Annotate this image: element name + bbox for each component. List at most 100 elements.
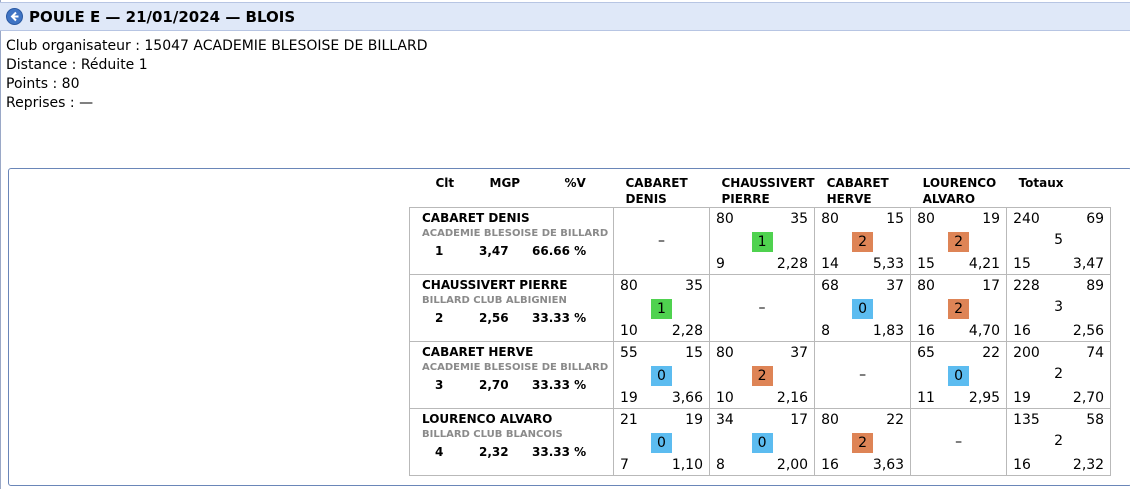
match-average: 5,33 [872,256,905,272]
match-high-run: 10 [620,323,638,339]
dash: – [758,300,766,316]
totals-cell: 135 58 2 16 2,32 [1006,408,1112,476]
match-points-badge: 2 [751,366,773,386]
match-points: 80 [917,211,935,227]
table-row: LOURENCO ALVARO BILLARD CLUB BLANCOIS 4 … [409,408,1112,476]
match-high-run: 16 [821,457,839,473]
match-cell: 68 37 0 8 1,83 [814,274,912,342]
match-high-run: 16 [917,323,935,339]
player-win-pct: 33.33 % [532,378,587,392]
dash: – [859,367,867,383]
match-high-run: 14 [821,256,839,272]
match-innings: 17 [790,412,809,428]
page-title: POULE E — 21/01/2024 — BLOIS [29,7,296,26]
total-points: 135 [1013,412,1040,428]
match-innings: 35 [685,278,703,294]
header-totals: Totaux [1018,176,1064,190]
player-cell: CABARET HERVE ACADEMIE BLESOISE DE BILLA… [409,341,614,409]
match-cell: 80 37 2 10 2,16 [708,341,816,409]
total-average: 2,32 [1072,457,1105,473]
player-mgp: 2,56 [479,311,509,325]
total-points: 240 [1013,211,1040,227]
totals-cell: 240 69 5 15 3,47 [1006,207,1112,275]
match-points: 80 [821,211,839,227]
match-points-badge: 1 [751,232,773,252]
organizer-text: Club organisateur : 15047 ACADEMIE BLESO… [6,38,428,54]
match-innings: 17 [982,278,1001,294]
match-innings: 15 [685,345,703,361]
total-match-points: 3 [1054,299,1064,315]
player-cell: LOURENCO ALVARO BILLARD CLUB BLANCOIS 4 … [409,408,614,476]
match-points-badge: 2 [948,299,970,319]
match-points-badge: 1 [651,299,672,319]
player-rank: 2 [435,311,444,325]
dash: – [658,233,665,249]
header-player-stats: Clt MGP %V [410,171,614,208]
total-average: 2,56 [1072,323,1105,339]
match-cell: 80 17 2 16 4,70 [910,274,1008,342]
header-col-4-line2: ALVARO [922,192,976,206]
match-cell: 80 19 2 15 4,21 [910,207,1008,275]
results-panel [8,168,1130,486]
match-innings: 19 [685,412,703,428]
results-table: Clt MGP %V CABARET DENIS CHAUSSIVERT PIE… [409,171,1112,476]
totals-cell: 228 89 3 16 2,56 [1006,274,1112,342]
player-mgp: 2,32 [479,445,509,459]
arrow-left-circle-icon[interactable] [6,8,23,25]
player-name: LOURENCO ALVARO [422,412,553,426]
match-average: 2,16 [776,390,809,406]
player-rank: 4 [435,445,444,459]
header-mgp: MGP [489,176,521,190]
total-innings: 89 [1086,278,1105,294]
match-average: 2,28 [776,256,809,272]
match-average: 3,66 [671,390,703,406]
player-club: ACADEMIE BLESOISE DE BILLARD [422,362,609,373]
match-points: 80 [821,412,839,428]
match-points-badge: 2 [852,433,874,453]
match-points: 34 [716,412,734,428]
header-col-3: CABARET HERVE [815,171,911,208]
header-col-2: CHAUSSIVERT PIERRE [710,171,815,208]
total-high-run: 15 [1013,256,1031,272]
player-club: BILLARD CLUB ALBIGNIEN [422,295,567,306]
match-points-badge: 0 [651,366,672,386]
reprises-text: Reprises : — [6,95,94,111]
player-rank: 1 [435,244,444,258]
header-col-4-line1: LOURENCO [922,176,997,190]
self-match-cell: – [708,274,816,342]
match-points-badge: 0 [948,366,970,386]
player-mgp: 2,70 [479,378,509,392]
total-high-run: 19 [1013,390,1031,406]
player-rank: 3 [435,378,444,392]
table-row: CABARET HERVE ACADEMIE BLESOISE DE BILLA… [409,341,1112,409]
match-innings: 22 [982,345,1001,361]
player-club: BILLARD CLUB BLANCOIS [422,429,563,440]
table-row: CABARET DENIS ACADEMIE BLESOISE DE BILLA… [409,207,1112,275]
total-high-run: 16 [1013,323,1031,339]
match-points-badge: 2 [852,232,874,252]
total-high-run: 16 [1013,457,1031,473]
title-bar: POULE E — 21/01/2024 — BLOIS [0,2,1130,31]
self-match-cell: – [613,207,710,275]
header-col-3-line1: CABARET [826,176,889,190]
total-match-points: 5 [1054,232,1064,248]
header-col-1-line1: CABARET [625,176,688,190]
dash: – [955,434,963,450]
table-header-row: Clt MGP %V CABARET DENIS CHAUSSIVERT PIE… [410,171,1111,208]
header-col-2-line2: PIERRE [721,192,770,206]
match-points: 80 [917,278,935,294]
match-points: 80 [716,211,734,227]
player-name: CHAUSSIVERT PIERRE [422,278,568,292]
match-cell: 80 35 1 9 2,28 [708,207,816,275]
header-clt: Clt [435,176,455,190]
total-innings: 74 [1086,345,1105,361]
match-cell: 21 19 0 7 1,10 [613,408,710,476]
header-col-4: LOURENCO ALVARO [911,171,1007,208]
match-cell: 80 35 1 10 2,28 [613,274,710,342]
match-points: 80 [716,345,734,361]
match-innings: 37 [790,345,809,361]
match-high-run: 7 [620,457,629,473]
player-cell: CABARET DENIS ACADEMIE BLESOISE DE BILLA… [409,207,614,275]
competition-info: Club organisateur : 15047 ACADEMIE BLESO… [6,37,427,113]
